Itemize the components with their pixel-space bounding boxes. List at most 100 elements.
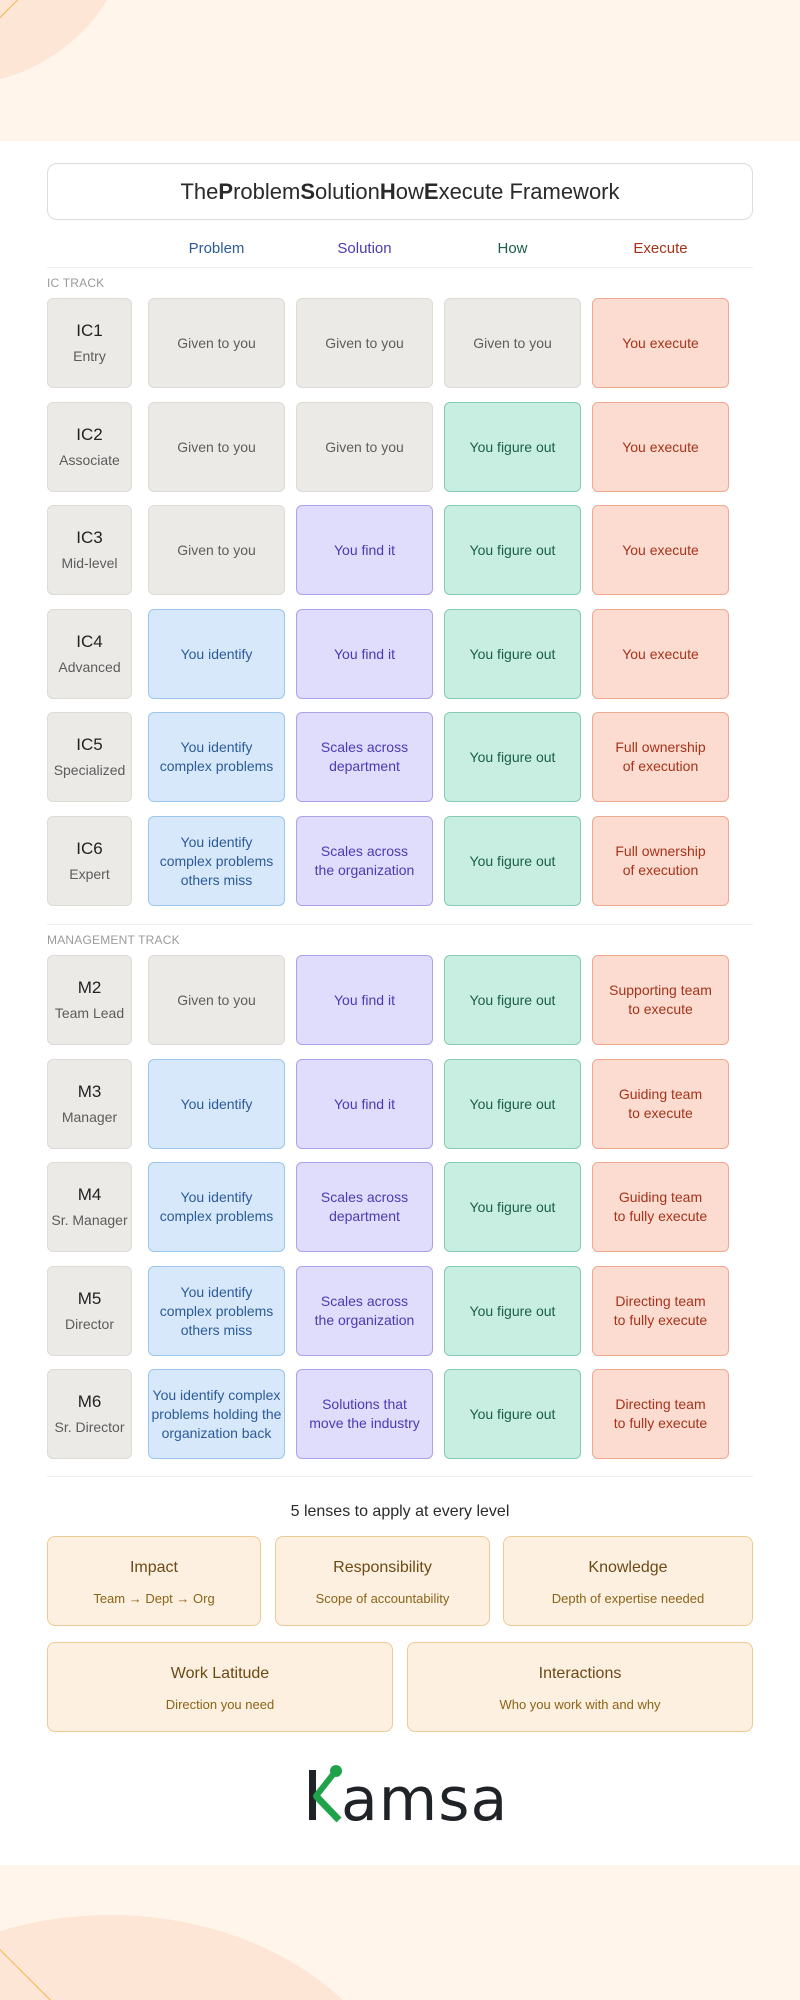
lens-title: Knowledge <box>588 1559 668 1576</box>
cell-execute: Full ownership of execution <box>592 712 729 802</box>
cell-how: You figure out <box>444 402 581 492</box>
title-segment: The <box>180 178 219 204</box>
cell-solution: Given to you <box>296 402 433 492</box>
title-segment: roblem <box>233 178 301 204</box>
level-code: IC5 <box>76 735 103 754</box>
lens-title: Work Latitude <box>170 1665 270 1682</box>
lens-card-work-latitude: Work Latitude Direction you need <box>47 1642 393 1732</box>
cell-execute: You execute <box>592 402 729 492</box>
lens-description: Depth of expertise needed <box>551 1591 705 1606</box>
lens-description: Scope of accountability <box>315 1591 450 1606</box>
lens-description: Who you work with and why <box>499 1697 661 1712</box>
level-code: M3 <box>77 1082 102 1101</box>
level-code: IC6 <box>76 839 103 858</box>
cell-problem: Given to you <box>148 402 285 492</box>
lens-card-responsibility: Responsibility Scope of accountability <box>275 1536 490 1626</box>
title-segment: P <box>218 178 234 204</box>
decor-circle <box>0 1915 410 2000</box>
cell-solution: Solutions that move the industry <box>296 1369 433 1459</box>
svg-text:amsa: amsa <box>341 1765 505 1828</box>
track-divider <box>47 924 753 925</box>
cell-how: You figure out <box>444 609 581 699</box>
level-card-ic6: IC6 Expert <box>47 816 132 906</box>
lens-card-interactions: Interactions Who you work with and why <box>407 1642 753 1732</box>
cell-problem: You identify complex problems others miss <box>148 816 285 906</box>
cell-problem: You identify complex problems <box>148 712 285 802</box>
title-segment: ow <box>395 178 424 204</box>
cell-solution: You find it <box>296 609 433 699</box>
level-code: M6 <box>77 1392 102 1411</box>
level-card-ic4: IC4 Advanced <box>47 609 132 699</box>
kamsa-logo: amsa <box>305 1764 507 1835</box>
level-name: Sr. Manager <box>51 1212 128 1228</box>
cell-how: You figure out <box>444 505 581 595</box>
top-decor-band <box>0 0 800 141</box>
level-card-m3: M3 Manager <box>47 1059 132 1149</box>
cell-problem: You identify complex problems holding the… <box>148 1369 285 1459</box>
cell-how: You figure out <box>444 816 581 906</box>
lenses-title: 5 lenses to apply at every level <box>290 1503 510 1520</box>
level-name: Manager <box>61 1109 118 1125</box>
cell-problem: You identify complex problems others miss <box>148 1266 285 1356</box>
cell-solution: You find it <box>296 955 433 1045</box>
cell-how: Given to you <box>444 298 581 388</box>
cell-how: You figure out <box>444 1162 581 1252</box>
lens-card-knowledge: Knowledge Depth of expertise needed <box>503 1536 753 1626</box>
logo-k-icon <box>309 1765 342 1823</box>
cell-how: You figure out <box>444 1369 581 1459</box>
cell-problem: You identify <box>148 1059 285 1149</box>
track-label: IC TRACK <box>47 276 105 290</box>
cell-execute: You execute <box>592 505 729 595</box>
cell-problem: Given to you <box>148 955 285 1045</box>
level-card-ic3: IC3 Mid-level <box>47 505 132 595</box>
level-name: Director <box>64 1316 114 1332</box>
header-divider <box>47 267 753 268</box>
title-segment: H <box>379 178 396 204</box>
level-card-m2: M2 Team Lead <box>47 955 132 1045</box>
cell-execute: Directing team to fully execute <box>592 1369 729 1459</box>
lens-description: Team → Dept → Org <box>93 1591 215 1606</box>
lens-title: Impact <box>129 1559 178 1576</box>
title-segment: olution <box>315 178 380 204</box>
cell-problem: Given to you <box>148 505 285 595</box>
lens-title: Responsibility <box>333 1559 432 1576</box>
track-label: MANAGEMENT TRACK <box>47 933 180 947</box>
column-header-problem: Problem <box>188 240 245 257</box>
cell-execute: Full ownership of execution <box>592 816 729 906</box>
cell-execute: You execute <box>592 298 729 388</box>
level-name: Sr. Director <box>54 1419 125 1435</box>
cell-execute: Directing team to fully execute <box>592 1266 729 1356</box>
title-segment: S <box>300 178 316 204</box>
level-code: M4 <box>77 1185 102 1204</box>
level-card-m4: M4 Sr. Manager <box>47 1162 132 1252</box>
title-segment: xecute Framework <box>438 178 620 204</box>
cell-execute: You execute <box>592 609 729 699</box>
cell-problem: You identify complex problems <box>148 1162 285 1252</box>
cell-solution: Given to you <box>296 298 433 388</box>
cell-solution: Scales across department <box>296 712 433 802</box>
lens-card-impact: Impact Team → Dept → Org <box>47 1536 261 1626</box>
column-header-execute: Execute <box>633 240 688 257</box>
cell-how: You figure out <box>444 1266 581 1356</box>
level-name: Expert <box>69 866 110 882</box>
level-name: Mid-level <box>61 555 118 571</box>
level-code: M2 <box>77 978 102 997</box>
cell-how: You figure out <box>444 1059 581 1149</box>
cell-execute: Guiding team to execute <box>592 1059 729 1149</box>
cell-problem: You identify <box>148 609 285 699</box>
cell-how: You figure out <box>444 955 581 1045</box>
lens-description: Direction you need <box>165 1697 275 1712</box>
level-card-m6: M6 Sr. Director <box>47 1369 132 1459</box>
cell-solution: You find it <box>296 1059 433 1149</box>
level-name: Advanced <box>58 659 121 675</box>
cell-execute: Supporting team to execute <box>592 955 729 1045</box>
column-header-solution: Solution <box>337 240 392 257</box>
level-name: Entry <box>73 348 106 364</box>
level-code: M5 <box>77 1289 102 1308</box>
level-name: Specialized <box>53 762 126 778</box>
cell-solution: Scales across the organization <box>296 1266 433 1356</box>
level-card-ic2: IC2 Associate <box>47 402 132 492</box>
decor-circle <box>0 0 130 86</box>
level-code: IC1 <box>76 321 103 340</box>
